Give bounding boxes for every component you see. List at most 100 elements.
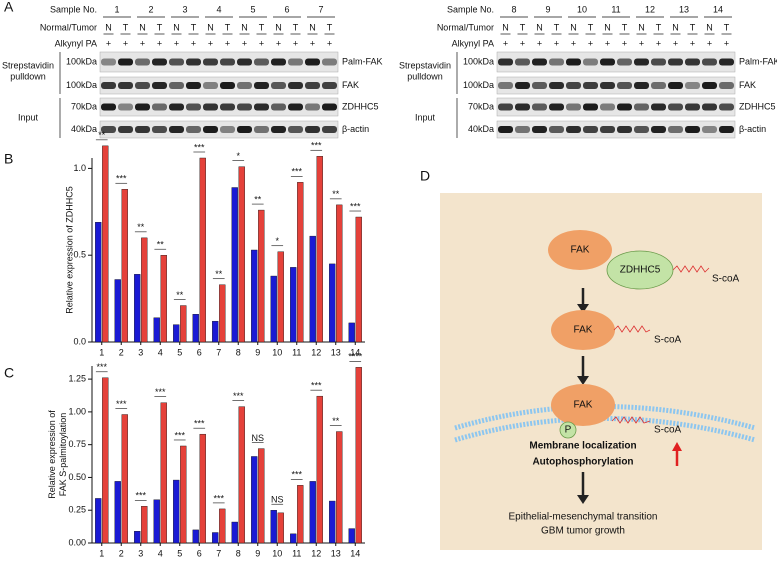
- bar: [270, 275, 277, 343]
- treatment: +: [724, 38, 729, 48]
- y-tick-label: 0.5: [73, 250, 86, 260]
- bar: [180, 305, 187, 343]
- blot-band: [498, 58, 513, 66]
- bar: [316, 395, 323, 544]
- lane-label: N: [536, 22, 543, 32]
- bar: [212, 320, 219, 343]
- node-label: S-coA: [654, 425, 682, 436]
- blot-band: [169, 103, 184, 111]
- treatment: +: [605, 38, 610, 48]
- x-tick-label: 3: [138, 548, 143, 558]
- x-tick-label: 10: [272, 347, 282, 357]
- blot-strip: [496, 76, 736, 95]
- x-tick-label: 4: [158, 347, 163, 357]
- treatment: +: [690, 38, 695, 48]
- marker-label: 100kDa: [463, 80, 494, 90]
- lane-label: N: [207, 22, 214, 32]
- blot-strip: [496, 120, 736, 139]
- lane-label: T: [622, 22, 628, 32]
- significance-label: *: [236, 151, 240, 161]
- blot-band: [254, 82, 269, 89]
- blot-band: [719, 82, 734, 89]
- sample-number: 3: [182, 4, 187, 14]
- treatment: +: [106, 38, 111, 48]
- blot-band: [237, 82, 252, 89]
- lane-label: N: [105, 22, 112, 32]
- lane-label: N: [706, 22, 713, 32]
- blot-band: [685, 58, 700, 66]
- blot-band: [498, 126, 513, 133]
- bar: [219, 508, 226, 544]
- lane-label: T: [157, 22, 163, 32]
- significance-label: ***: [291, 470, 302, 480]
- significance-label: *: [275, 236, 279, 246]
- blot-band: [101, 82, 116, 89]
- x-tick-label: 13: [331, 347, 341, 357]
- blot-band: [186, 103, 201, 111]
- lane-label: T: [588, 22, 594, 32]
- panel-label: B: [4, 151, 13, 167]
- blot-band: [254, 126, 269, 133]
- bar: [277, 512, 284, 544]
- bar: [329, 263, 336, 343]
- bar: [95, 498, 102, 544]
- x-tick-label: 8: [236, 548, 241, 558]
- lane-label: N: [604, 22, 611, 32]
- bar: [231, 187, 238, 343]
- protein-label: ZDHHC5: [739, 101, 776, 111]
- blot-strip: [496, 97, 736, 117]
- blot-band: [583, 103, 598, 111]
- blot-strip: [496, 51, 736, 73]
- blot-band: [288, 58, 303, 66]
- bar: [231, 521, 238, 544]
- y-axis-label: Relative expression of: [47, 410, 57, 499]
- lane-label: T: [690, 22, 696, 32]
- blot-band: [169, 82, 184, 89]
- membrane: [454, 404, 756, 431]
- bar: [270, 510, 277, 544]
- lane-label: T: [656, 22, 662, 32]
- x-tick-label: 12: [311, 347, 321, 357]
- significance-label: **: [157, 240, 165, 250]
- bar: [336, 204, 343, 343]
- treatment: +: [622, 38, 627, 48]
- marker-label: 100kDa: [66, 56, 97, 66]
- y-tick-label: 0.75: [68, 439, 86, 449]
- blot-band: [532, 58, 547, 66]
- x-tick-label: 11: [292, 548, 301, 558]
- blot-band: [702, 82, 717, 89]
- sample-number: 13: [679, 4, 689, 14]
- bar: [277, 251, 284, 343]
- x-tick-label: 9: [255, 347, 260, 357]
- blot-band: [583, 126, 598, 133]
- x-tick-label: 3: [138, 347, 143, 357]
- treatment: +: [140, 38, 145, 48]
- note: Autophosphorylation: [532, 457, 633, 468]
- treatment: +: [157, 38, 162, 48]
- blot-band: [583, 82, 598, 89]
- blot-band: [271, 126, 286, 133]
- y-tick-label: 0.0: [73, 336, 86, 346]
- x-tick-label: 6: [197, 347, 202, 357]
- blot-band: [186, 82, 201, 89]
- significance-label: **: [332, 189, 340, 199]
- blot-band: [322, 103, 337, 111]
- bar: [114, 279, 121, 343]
- bar: [134, 274, 141, 343]
- blot-band: [719, 103, 734, 111]
- bar: [192, 314, 199, 343]
- blot-band: [322, 82, 337, 89]
- blot-band: [651, 82, 666, 89]
- lane-label: N: [638, 22, 645, 32]
- bar: [348, 322, 355, 343]
- treatment: +: [208, 38, 213, 48]
- treatment: +: [327, 38, 332, 48]
- significance-label: ***: [155, 387, 166, 397]
- blot-band: [515, 126, 530, 133]
- panel-label: D: [420, 168, 430, 184]
- blot-band: [600, 58, 615, 66]
- protein-label: FAK: [342, 80, 359, 90]
- outcome: Epithelial-mesenchymal transition: [509, 512, 658, 523]
- phosphate: [559, 421, 577, 439]
